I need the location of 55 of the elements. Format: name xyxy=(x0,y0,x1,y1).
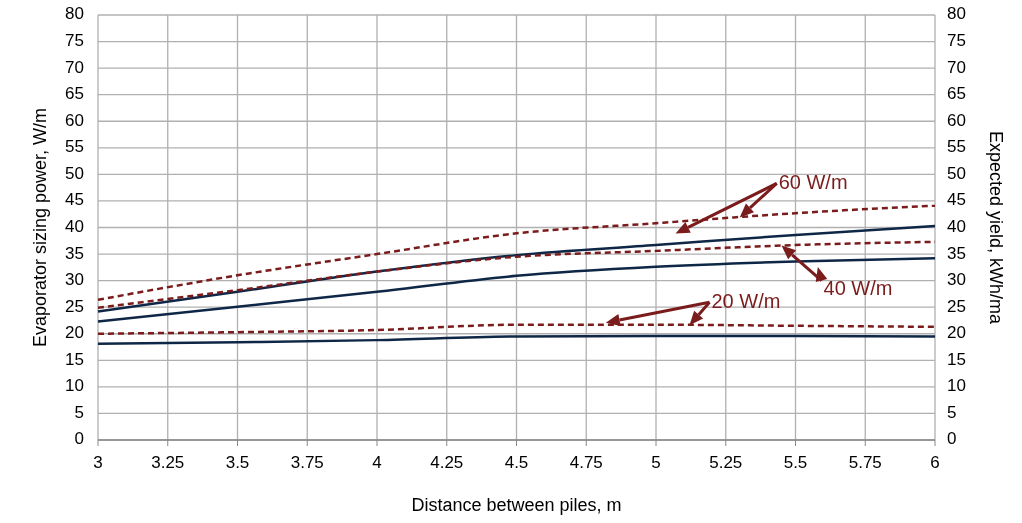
x-tick-label: 3.75 xyxy=(290,453,324,472)
y-tick-label: 50 xyxy=(65,163,84,183)
y2-tick-label: 70 xyxy=(947,57,966,77)
y2-tick-label: 75 xyxy=(947,31,966,51)
y2-tick-label: 40 xyxy=(947,216,966,236)
line-series xyxy=(96,323,937,335)
y2-tick-label: 35 xyxy=(947,243,966,263)
y-tick-label: 0 xyxy=(74,429,84,449)
annotation: 60 W/m xyxy=(778,170,848,193)
y2-tick-label: 20 xyxy=(947,323,966,343)
y-tick-label: 35 xyxy=(65,243,84,263)
y-tick-label: 10 xyxy=(65,376,84,396)
y2-tick-label: 0 xyxy=(947,429,957,449)
y-tick-label: 70 xyxy=(65,57,84,77)
y-tick-label: 55 xyxy=(65,137,84,157)
x-tick-label: 4.25 xyxy=(430,453,464,472)
y-tick-label: 5 xyxy=(74,402,84,422)
annotation: 20 W/m xyxy=(711,289,781,312)
x-tick-label: 5.75 xyxy=(848,453,882,472)
y-tick-label: 30 xyxy=(65,270,84,290)
y2-tick-label: 15 xyxy=(947,349,966,369)
y-tick-label: 80 xyxy=(65,4,84,24)
y2-tick-label: 45 xyxy=(947,190,966,210)
y2-tick-label: 50 xyxy=(947,163,966,183)
y-tick-label: 15 xyxy=(65,349,84,369)
x-tick-label: 4.5 xyxy=(504,453,529,472)
y2-tick-label: 55 xyxy=(947,137,966,157)
x-tick-label: 3.5 xyxy=(225,453,250,472)
y-tick-label: 40 xyxy=(65,216,84,236)
y-axis-title: Evaporator sizing power, W/m xyxy=(30,107,50,348)
x-tick-label: 5.25 xyxy=(709,453,743,472)
x-tick-label: 3 xyxy=(93,453,103,472)
x-tick-label: 4.75 xyxy=(569,453,603,472)
x-axis-title: Distance between piles, m xyxy=(411,495,622,515)
y2-tick-label: 60 xyxy=(947,110,966,130)
y2-tick-label: 25 xyxy=(947,296,966,316)
y-tick-label: 75 xyxy=(65,31,84,51)
x-tick-label: 6 xyxy=(930,453,940,472)
y2-tick-label: 65 xyxy=(947,84,966,104)
y-tick-label: 25 xyxy=(65,296,84,316)
annotation: 40 W/m xyxy=(823,276,893,299)
x-tick-label: 4 xyxy=(372,453,382,472)
y-tick-label: 45 xyxy=(65,190,84,210)
y-tick-label: 60 xyxy=(65,110,84,130)
y2-tick-label: 80 xyxy=(947,4,966,24)
y2-tick-label: 10 xyxy=(947,376,966,396)
y2-tick-label: 30 xyxy=(947,270,966,290)
x-tick-label: 5 xyxy=(651,453,661,472)
y-tick-label: 65 xyxy=(65,84,84,104)
y2-tick-label: 5 xyxy=(947,402,957,422)
x-tick-label: 5.5 xyxy=(783,453,808,472)
line-series xyxy=(96,334,937,346)
y-tick-label: 20 xyxy=(65,323,84,343)
x-tick-label: 3.25 xyxy=(151,453,185,472)
y2-axis-title: Expected yield, kWh/ma xyxy=(986,130,1006,326)
